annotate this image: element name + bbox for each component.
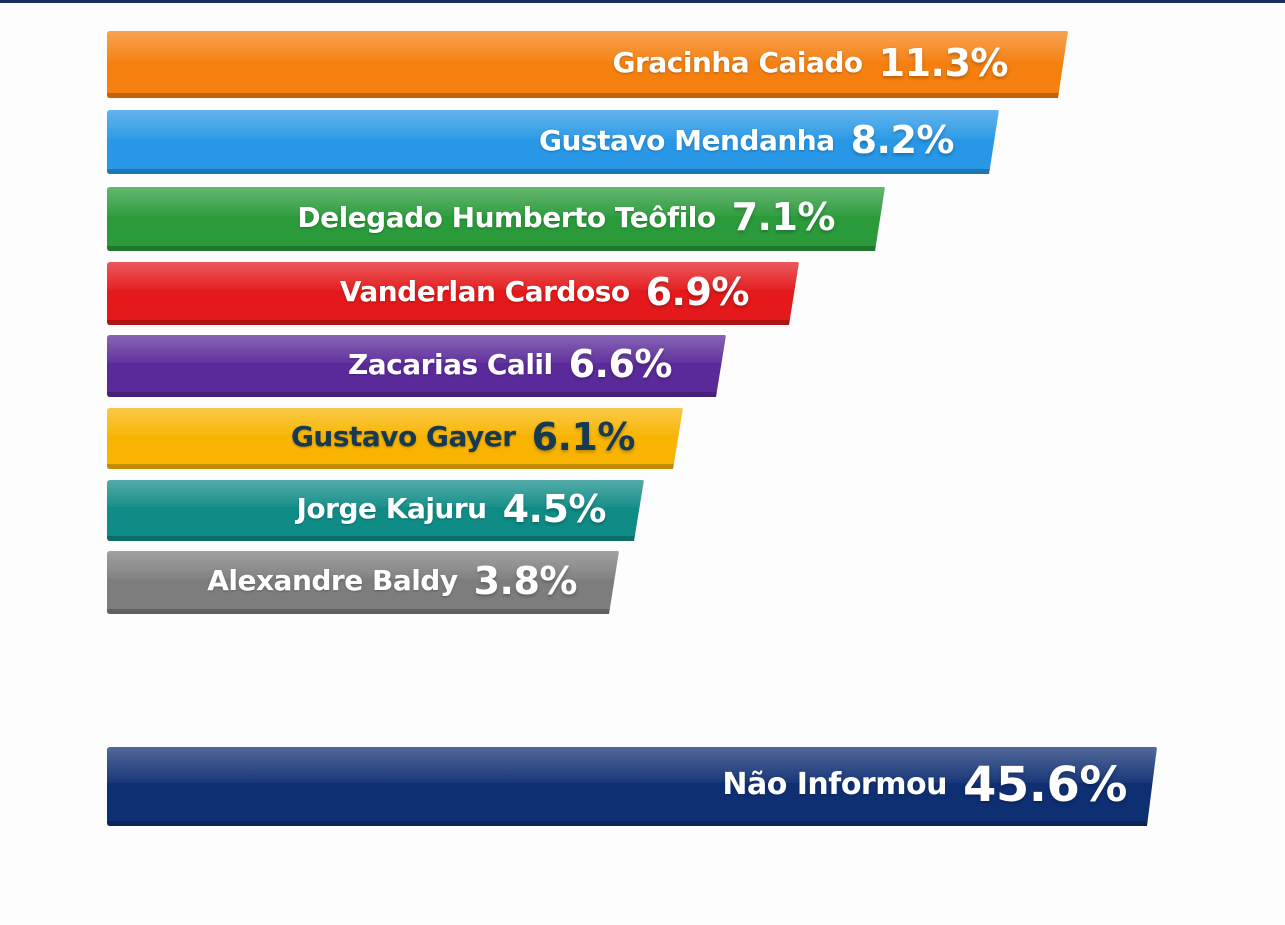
bar-label: Vanderlan Cardoso 6.9% bbox=[107, 262, 749, 325]
value-label: 11.3% bbox=[878, 40, 1008, 85]
bar-label: Gracinha Caiado 11.3% bbox=[107, 31, 1008, 98]
bar-gracinha-caiado: Gracinha Caiado 11.3% bbox=[107, 31, 1068, 98]
bar-gustavo-gayer: Gustavo Gayer 6.1% bbox=[107, 408, 683, 469]
value-label: 45.6% bbox=[962, 756, 1127, 813]
bar-nao-informou: Não Informou 45.6% bbox=[107, 747, 1157, 826]
value-label: 7.1% bbox=[731, 195, 835, 239]
category-label: Jorge Kajuru bbox=[296, 492, 487, 525]
bar-label: Gustavo Gayer 6.1% bbox=[107, 408, 635, 469]
bar-label: Alexandre Baldy 3.8% bbox=[107, 551, 577, 614]
bar-alexandre-baldy: Alexandre Baldy 3.8% bbox=[107, 551, 619, 614]
bar-label: Delegado Humberto Teôfilo 7.1% bbox=[107, 187, 835, 251]
bar-jorge-kajuru: Jorge Kajuru 4.5% bbox=[107, 480, 644, 541]
category-label: Não Informou bbox=[722, 767, 947, 802]
category-label: Vanderlan Cardoso bbox=[339, 275, 630, 308]
value-label: 6.6% bbox=[568, 342, 672, 386]
bar-gustavo-mendanha: Gustavo Mendanha 8.2% bbox=[107, 110, 999, 174]
bar-label: Não Informou 45.6% bbox=[107, 747, 1127, 826]
bar-zacarias-calil: Zacarias Calil 6.6% bbox=[107, 335, 726, 397]
top-rule bbox=[0, 0, 1285, 3]
category-label: Alexandre Baldy bbox=[207, 564, 458, 597]
bar-label: Zacarias Calil 6.6% bbox=[107, 335, 672, 397]
category-label: Gracinha Caiado bbox=[612, 46, 863, 79]
category-label: Delegado Humberto Teôfilo bbox=[297, 200, 716, 234]
value-label: 8.2% bbox=[850, 118, 954, 162]
value-label: 3.8% bbox=[473, 558, 577, 603]
bar-label: Jorge Kajuru 4.5% bbox=[107, 480, 606, 541]
category-label: Gustavo Mendanha bbox=[539, 123, 835, 157]
category-label: Gustavo Gayer bbox=[290, 420, 516, 453]
bar-vanderlan-cardoso: Vanderlan Cardoso 6.9% bbox=[107, 262, 799, 325]
category-label: Zacarias Calil bbox=[347, 347, 553, 381]
value-label: 4.5% bbox=[502, 486, 606, 531]
value-label: 6.1% bbox=[531, 414, 635, 459]
value-label: 6.9% bbox=[645, 269, 749, 314]
bar-label: Gustavo Mendanha 8.2% bbox=[107, 110, 954, 174]
bar-delegado-humberto-teofilo: Delegado Humberto Teôfilo 7.1% bbox=[107, 187, 885, 251]
